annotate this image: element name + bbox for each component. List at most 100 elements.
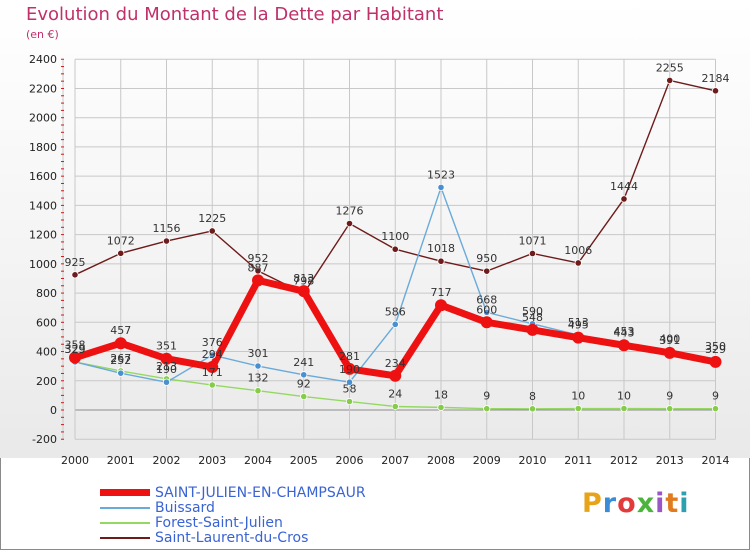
data-label: 1018: [427, 242, 455, 255]
x-tick-label: 2012: [610, 454, 638, 467]
data-point: [437, 183, 445, 192]
data-label: 18: [434, 388, 448, 401]
data-label: 1156: [153, 222, 181, 235]
data-point: [666, 76, 674, 85]
y-tick-label: 0: [50, 404, 57, 417]
x-tick-label: 2002: [153, 454, 181, 467]
data-label: 281: [339, 350, 360, 363]
x-tick-label: 2001: [107, 454, 135, 467]
data-label: 925: [65, 256, 86, 269]
data-label: 586: [385, 305, 406, 318]
data-label: 887: [248, 261, 269, 274]
x-tick-label: 2013: [656, 454, 684, 467]
y-tick-label: 800: [36, 287, 57, 300]
data-label: 301: [248, 347, 269, 360]
y-tick-label: 1200: [29, 229, 57, 242]
data-label: 294: [202, 348, 223, 361]
data-label: 1523: [427, 168, 455, 181]
data-point: [483, 267, 491, 275]
legend-label-forest-saint-julien: Forest-Saint-Julien: [155, 515, 283, 531]
y-tick-label: 1400: [29, 199, 57, 212]
data-point: [300, 392, 308, 401]
data-label: 548: [522, 311, 543, 324]
y-tick-label: 600: [36, 316, 57, 329]
y-tick-label: 400: [36, 346, 57, 359]
data-point: [208, 227, 216, 235]
data-point: [666, 405, 674, 413]
data-point: [206, 361, 219, 374]
data-point: [391, 402, 399, 411]
logo-letter: i: [655, 488, 666, 519]
data-label: 590: [522, 305, 543, 318]
data-label: 10: [617, 390, 631, 403]
legend-swatch-forest-saint-julien: [100, 522, 150, 524]
data-point: [711, 87, 720, 95]
data-label: 9: [666, 390, 673, 403]
data-point: [618, 339, 630, 352]
data-label: 171: [202, 366, 223, 379]
data-point: [300, 371, 308, 379]
data-label: 391: [659, 334, 680, 347]
data-point: [528, 405, 537, 413]
chart-subtitle: (en €): [26, 28, 59, 41]
data-label: 1225: [198, 212, 226, 225]
data-point: [345, 378, 354, 386]
data-point: [162, 378, 171, 386]
legend-swatch-saint-julien: [100, 489, 150, 496]
legend-swatch-buissard: [100, 507, 150, 509]
data-point: [574, 404, 582, 413]
y-tick-label: 2200: [29, 82, 57, 95]
plot-background: [0, 0, 750, 458]
y-tick-label: 2000: [29, 112, 57, 125]
data-label: 1006: [564, 244, 592, 257]
data-label: 400: [659, 333, 680, 346]
data-label: 24: [388, 387, 402, 400]
data-label: 92: [297, 378, 311, 391]
x-tick-label: 2011: [564, 454, 592, 467]
data-label: 213: [156, 360, 177, 373]
legend-label-saint-julien: SAINT-JULIEN-EN-CHAMPSAUR: [155, 485, 366, 501]
data-label: 443: [614, 326, 635, 339]
data-label: 10: [571, 390, 585, 403]
y-tick-label: -200: [32, 433, 57, 446]
data-label: 457: [110, 324, 131, 337]
data-point: [254, 387, 262, 395]
data-label: 329: [65, 343, 86, 356]
data-point: [435, 299, 447, 312]
data-label: 190: [156, 363, 177, 376]
data-label: 453: [614, 325, 635, 338]
data-label: 952: [248, 252, 269, 265]
data-label: 350: [705, 340, 726, 353]
data-point: [483, 308, 491, 316]
data-label: 798: [293, 274, 314, 287]
x-tick-label: 2005: [290, 454, 318, 467]
y-tick-label: 1600: [29, 170, 57, 183]
data-label: 1072: [107, 234, 135, 247]
data-point: [117, 249, 125, 257]
data-label: 813: [293, 272, 314, 285]
data-point: [208, 351, 216, 359]
data-point: [574, 259, 582, 267]
data-point: [572, 331, 585, 344]
chart-title: Evolution du Montant de la Dette par Hab…: [26, 4, 444, 25]
logo-letter: i: [679, 488, 690, 519]
logo-letter: t: [665, 488, 680, 519]
x-tick-label: 2000: [61, 454, 89, 467]
data-label: 950: [476, 252, 497, 265]
data-point: [663, 346, 676, 359]
data-label: 1276: [336, 205, 364, 218]
data-point: [208, 381, 216, 389]
data-point: [254, 267, 262, 275]
data-label: 190: [339, 363, 360, 376]
data-label: 8: [529, 390, 536, 403]
legend-swatch-saint-laurent: [100, 537, 150, 539]
data-label: 9: [483, 390, 490, 403]
logo-letter: P: [582, 488, 603, 519]
logo-letter: r: [602, 488, 618, 519]
data-label: 2255: [656, 61, 684, 74]
logo-letter: o: [617, 488, 637, 519]
data-label: 241: [293, 356, 314, 369]
data-label: 358: [65, 339, 86, 352]
data-point: [480, 316, 493, 329]
